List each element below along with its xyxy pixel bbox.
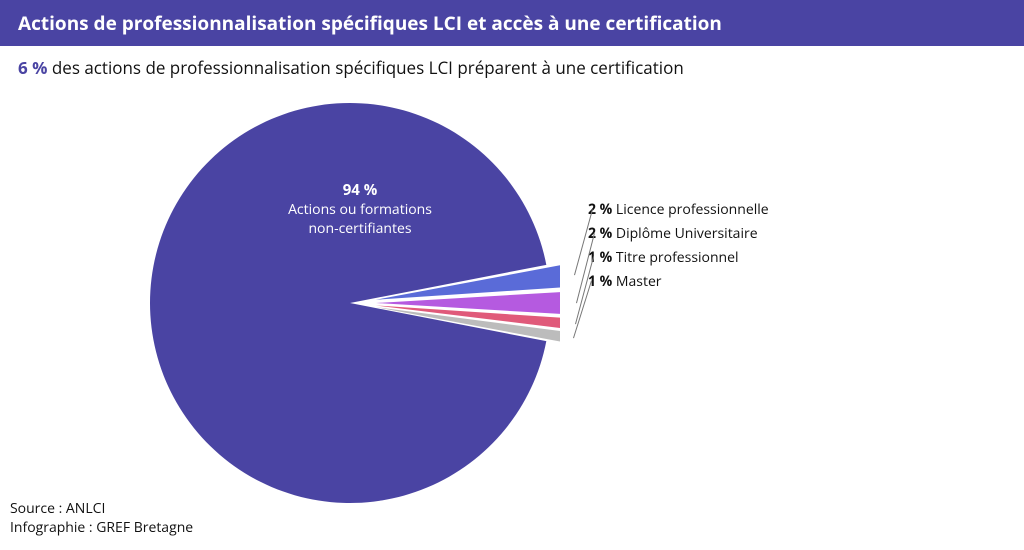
slice-label-text: Master: [616, 272, 662, 291]
header-title: Actions de professionnalisation spécifiq…: [18, 10, 722, 36]
slice-label: 2 % Licence professionnelle: [588, 200, 769, 219]
slice-label: 1 % Titre professionnel: [588, 248, 739, 267]
slice-label-pct: 1 %: [588, 248, 612, 267]
chart-area: 94 % Actions ou formationsnon-certifiant…: [0, 85, 1024, 515]
subtitle: 6 % des actions de professionnalisation …: [0, 46, 1024, 85]
slice-label-text: Titre professionnel: [616, 248, 739, 267]
main-slice-text: Actions ou formationsnon-certifiantes: [288, 200, 432, 238]
main-slice-label: 94 % Actions ou formationsnon-certifiant…: [255, 180, 465, 239]
sources: Source : ANLCI Infographie : GREF Bretag…: [10, 500, 193, 538]
slice-label-pct: 2 %: [588, 200, 612, 219]
main-slice-pct: 94 %: [343, 180, 378, 200]
slice-label-text: Diplôme Universitaire: [616, 224, 758, 243]
slice-label: 2 % Diplôme Universitaire: [588, 224, 758, 243]
slice-label-pct: 1 %: [588, 272, 612, 291]
source-line-1: Source : ANLCI: [10, 500, 193, 519]
header-band: Actions de professionnalisation spécifiq…: [0, 0, 1024, 46]
source-line-2: Infographie : GREF Bretagne: [10, 519, 193, 538]
subtitle-rest: des actions de professionnalisation spéc…: [47, 56, 683, 79]
subtitle-highlight: 6 %: [18, 56, 47, 79]
slice-label-pct: 2 %: [588, 224, 612, 243]
slice-label-text: Licence professionnelle: [616, 200, 769, 219]
slice-label: 1 % Master: [588, 272, 662, 291]
pie-chart: [140, 93, 560, 513]
